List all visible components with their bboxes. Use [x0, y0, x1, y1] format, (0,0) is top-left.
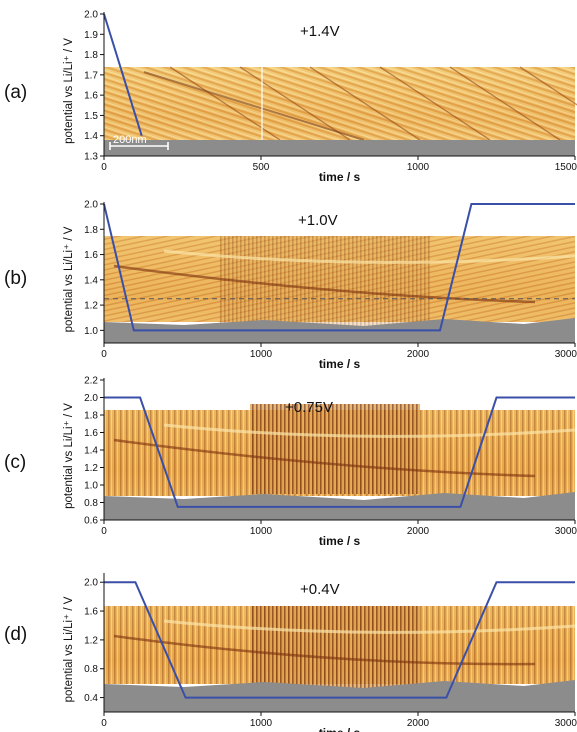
roughness-zone: [250, 404, 420, 494]
y-axis-label: potential vs Li/Li⁺ / V: [63, 596, 75, 702]
y-tick-label: 1.8: [84, 225, 98, 236]
x-tick-label: 1500: [555, 162, 577, 173]
y-tick-label: 0.8: [84, 498, 98, 509]
panel-c: 0.6 0.8 1.0 1.2 1.4 1.6 1.8 2.0 2.2 0 1000 2000 3000…: [4, 376, 577, 549]
y-tick-label: 1.6: [84, 607, 98, 618]
panel-b: 1.0 1.2 1.4 1.6 1.8 2.0 0 1000 2000 3000 time / s p…: [4, 200, 577, 372]
y-tick-label: 1.2: [84, 635, 98, 646]
x-tick-label: 2000: [407, 718, 430, 729]
panel-a: 200nm 1.3 1.4 1.5 1.6 1.7 1.8 1.9 2.0 0 500 1000 150…: [4, 10, 577, 184]
panel-label: (a): [4, 82, 27, 103]
x-tick-label: 3000: [555, 526, 577, 537]
y-tick-label: 1.4: [84, 446, 98, 457]
y-tick-label: 1.7: [84, 70, 98, 81]
feature-highlight: [163, 423, 576, 438]
y-tick-label: 1.4: [84, 275, 98, 286]
feature-streak: [519, 66, 577, 106]
y-axis-label: potential vs Li/Li⁺ / V: [63, 226, 75, 332]
voltage-annotation: +1.0V: [298, 212, 338, 229]
y-tick-label: 1.5: [84, 111, 98, 122]
y-tick-label: 0.4: [84, 693, 98, 704]
y-tick-label: 2.0: [84, 200, 98, 211]
feature-streak: [379, 66, 491, 141]
roughness-zone: [250, 606, 420, 688]
panel-d: 0.4 0.8 1.2 1.6 2.0 0 1000 2000 3000 time / s pote…: [4, 573, 577, 732]
roughness-zone: [220, 236, 430, 326]
y-tick-label: 1.3: [84, 152, 98, 163]
y-tick-label: 1.8: [84, 411, 98, 422]
x-tick-label: 2000: [407, 349, 430, 360]
y-tick-label: 2.0: [84, 578, 98, 589]
x-axis-label: time / s: [319, 357, 361, 371]
feature-streak: [239, 66, 351, 141]
substrate: [104, 140, 575, 156]
y-tick-label: 1.6: [84, 428, 98, 439]
y-tick-label: 1.2: [84, 463, 98, 474]
y-tick-label: 2.0: [84, 10, 98, 21]
x-tick-label: 0: [101, 526, 107, 537]
y-tick-label: 1.4: [84, 131, 98, 142]
y-tick-label: 1.8: [84, 50, 98, 61]
x-tick-label: 1000: [250, 526, 273, 537]
x-tick-label: 2000: [407, 526, 430, 537]
feature-streak: [309, 66, 421, 141]
y-axis-label: potential vs Li/Li⁺ / V: [63, 38, 75, 144]
x-tick-label: 3000: [555, 349, 577, 360]
x-tick-label: 0: [101, 162, 107, 173]
y-tick-label: 2.0: [84, 393, 98, 404]
x-tick-label: 3000: [555, 718, 577, 729]
y-tick-label: 1.0: [84, 481, 98, 492]
scale-bar-label: 200nm: [113, 134, 147, 146]
feature-streak: [113, 634, 536, 666]
panel-label: (d): [4, 624, 27, 645]
potential-line: [103, 203, 575, 332]
potential-line: [104, 396, 575, 508]
feature-streak: [143, 71, 365, 141]
x-tick-label: 0: [101, 349, 107, 360]
y-tick-label: 1.0: [84, 326, 98, 337]
x-axis-label: time / s: [319, 726, 361, 732]
x-tick-label: 1000: [250, 349, 273, 360]
x-tick-label: 0: [101, 718, 107, 729]
y-tick-label: 1.2: [84, 301, 98, 312]
feature-streak: [113, 438, 536, 478]
voltage-annotation: +0.4V: [300, 581, 340, 598]
panel-label: (c): [4, 452, 26, 473]
x-axis-label: time / s: [319, 170, 361, 184]
y-tick-label: 1.6: [84, 250, 98, 261]
y-axis-label: potential vs Li/Li⁺ / V: [63, 403, 75, 509]
topography-texture: [104, 67, 575, 140]
x-tick-label: 1000: [250, 718, 273, 729]
y-tick-label: 0.6: [84, 516, 98, 527]
voltage-annotation: +0.75V: [285, 399, 333, 416]
y-tick-label: 1.9: [84, 30, 98, 41]
y-tick-label: 1.6: [84, 91, 98, 102]
feature-streak: [449, 66, 561, 141]
feature-streak: [113, 264, 536, 304]
substrate: [104, 680, 575, 712]
feature-highlight: [163, 249, 576, 264]
x-tick-label: 1000: [407, 162, 430, 173]
y-tick-label: 2.2: [84, 376, 98, 387]
panel-label: (b): [4, 268, 27, 289]
feature-highlight: [163, 619, 576, 634]
x-tick-label: 500: [253, 162, 270, 173]
potential-line: [103, 13, 143, 136]
y-tick-label: 0.8: [84, 664, 98, 675]
x-axis-label: time / s: [319, 534, 361, 548]
voltage-annotation: +1.4V: [300, 23, 340, 40]
potential-line: [104, 581, 575, 699]
